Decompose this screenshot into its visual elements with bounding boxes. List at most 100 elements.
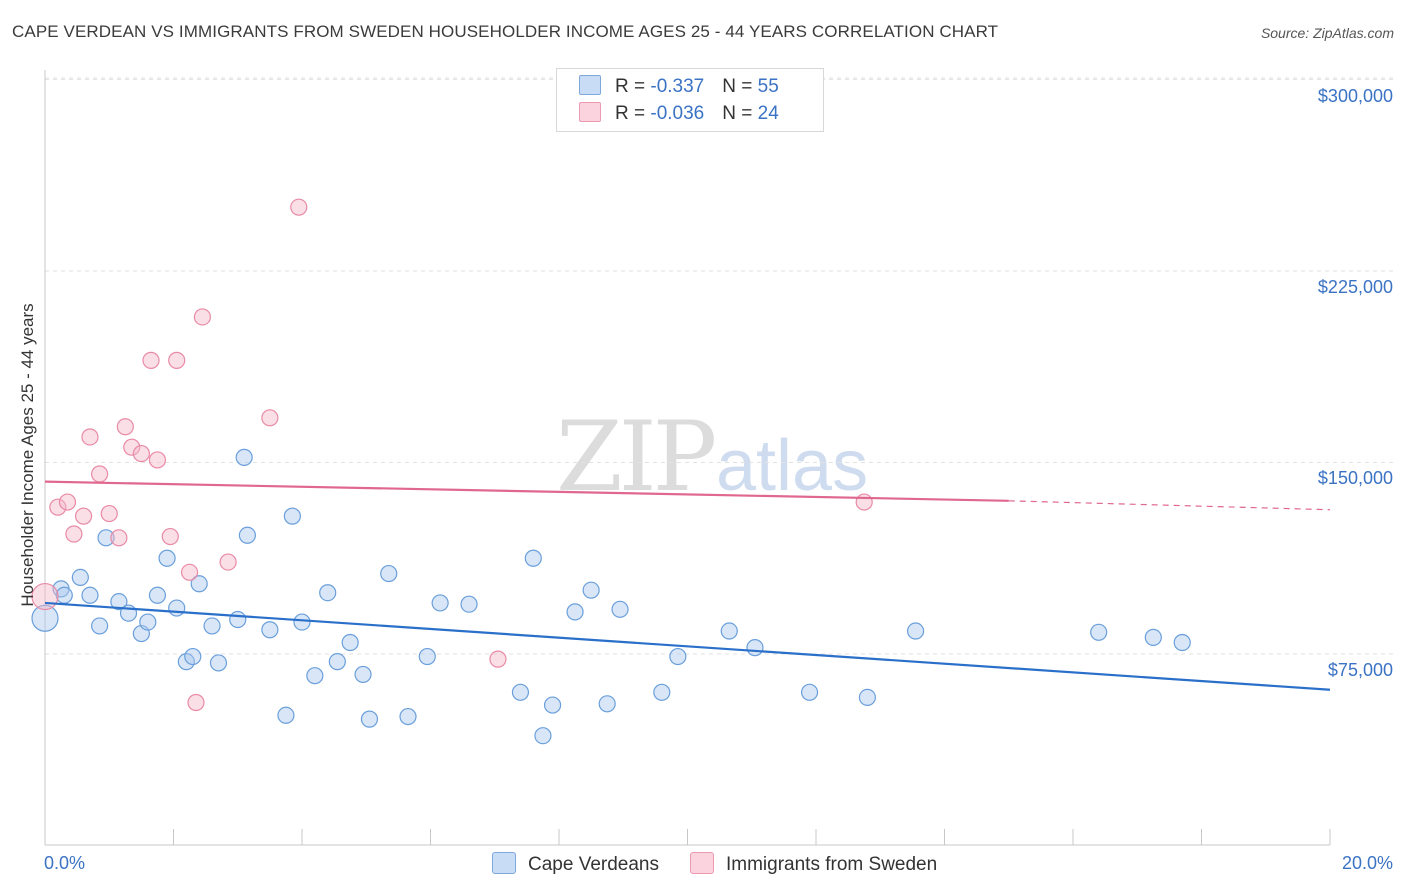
y-tick-label-300000: $300,000 <box>1317 86 1393 106</box>
data-point-cape-verdean <box>653 683 671 701</box>
x-tick-label-min: 0.0% <box>44 853 86 873</box>
data-point-sweden <box>110 529 128 547</box>
data-point-cape-verdean <box>31 604 59 632</box>
data-point-cape-verdean <box>720 622 738 640</box>
legend-swatch-pink <box>579 102 601 122</box>
series-swatch-blue <box>492 852 516 874</box>
data-point-cape-verdean <box>319 584 337 602</box>
data-point-sweden <box>180 563 199 581</box>
series-legend-label: Cape Verdeans <box>528 854 659 875</box>
data-point-cape-verdean <box>158 549 176 567</box>
data-point-sweden <box>168 351 186 369</box>
legend-n-label: N = <box>722 76 758 97</box>
data-point-sweden <box>219 553 237 571</box>
data-point-cape-verdean <box>511 683 530 701</box>
data-point-cape-verdean <box>1173 633 1191 652</box>
data-point-cape-verdean <box>238 526 256 544</box>
trend-line-extension-immigrants-from-sweden <box>1008 500 1331 511</box>
watermark-zip: ZIP <box>556 401 715 513</box>
data-point-cape-verdean <box>203 617 221 635</box>
data-point-sweden <box>489 650 507 668</box>
source-label: Source: ZipAtlas.com <box>1260 25 1394 41</box>
data-point-cape-verdean <box>235 448 253 466</box>
data-point-cape-verdean <box>139 613 157 631</box>
data-point-cape-verdean <box>55 586 73 604</box>
legend-r-label: R = <box>615 76 651 97</box>
data-point-sweden <box>81 428 99 446</box>
legend-r-value: -0.036 <box>650 103 705 124</box>
legend-row-immigrants-from-sweden: R = -0.036 N = 24 <box>579 102 779 128</box>
data-point-sweden <box>132 444 150 463</box>
data-point-cape-verdean <box>277 706 295 724</box>
watermark-atlas: atlas <box>716 426 868 506</box>
series-legend: Cape Verdeans Immigrants from Sweden <box>0 852 1406 878</box>
data-point-cape-verdean <box>209 654 228 672</box>
data-point-cape-verdean <box>168 599 186 617</box>
data-point-cape-verdean <box>328 653 346 671</box>
data-point-cape-verdean <box>582 581 600 599</box>
legend-swatch-blue <box>579 75 601 95</box>
data-point-cape-verdean <box>906 622 925 640</box>
data-point-sweden <box>74 507 93 525</box>
data-point-cape-verdean <box>341 633 359 652</box>
data-point-cape-verdean <box>97 529 115 547</box>
x-tick-label-max: 20.0% <box>1341 853 1393 873</box>
data-point-cape-verdean <box>418 647 436 666</box>
data-point-cape-verdean <box>611 600 629 618</box>
y-tick-label-225000: $225,000 <box>1317 277 1393 297</box>
data-point-cape-verdean <box>91 617 109 635</box>
data-point-sweden <box>193 308 212 326</box>
data-point-sweden <box>148 451 167 469</box>
data-point-sweden <box>58 493 77 511</box>
series-legend-label: Immigrants from Sweden <box>726 854 938 875</box>
y-axis-label: Householder Income Ages 25 - 44 years <box>18 303 37 607</box>
data-point-sweden <box>290 198 308 216</box>
series-swatch-pink <box>690 852 714 874</box>
series-legend-cape-verdeans: Cape Verdeans <box>492 852 659 876</box>
chart-title: CAPE VERDEAN VS IMMIGRANTS FROM SWEDEN H… <box>12 22 999 41</box>
data-point-sweden <box>142 351 160 369</box>
data-point-cape-verdean <box>1144 628 1162 647</box>
data-point-cape-verdean <box>71 568 89 587</box>
data-point-cape-verdean <box>261 621 279 639</box>
legend-n-label: N = <box>722 103 758 124</box>
y-tick-label-75000: $75,000 <box>1327 660 1393 680</box>
data-point-cape-verdean <box>229 610 247 629</box>
data-point-cape-verdean <box>1090 623 1108 641</box>
data-point-cape-verdean <box>858 688 877 707</box>
data-point-cape-verdean <box>669 647 687 666</box>
legend-r-value: -0.337 <box>650 76 705 97</box>
data-point-cape-verdean <box>431 594 449 612</box>
data-point-sweden <box>161 527 179 546</box>
data-point-sweden <box>100 504 118 523</box>
legend-r-label: R = <box>615 103 651 124</box>
data-point-cape-verdean <box>81 586 99 604</box>
data-point-cape-verdean <box>460 595 478 613</box>
data-point-cape-verdean <box>380 564 398 583</box>
data-point-sweden <box>65 525 83 543</box>
data-point-cape-verdean <box>306 667 324 685</box>
data-point-cape-verdean <box>354 665 372 684</box>
data-point-cape-verdean <box>148 586 167 604</box>
correlation-legend: R = -0.337 N = 55 R = -0.036 N = 24 <box>556 68 824 132</box>
data-point-cape-verdean <box>399 707 417 726</box>
data-point-cape-verdean <box>543 696 562 714</box>
data-point-cape-verdean <box>184 647 202 666</box>
data-point-cape-verdean <box>360 710 379 728</box>
data-point-cape-verdean <box>524 549 542 567</box>
data-point-cape-verdean <box>293 613 311 631</box>
legend-n-value: 24 <box>757 103 779 124</box>
legend-row-cape-verdeans: R = -0.337 N = 55 <box>579 75 779 101</box>
data-point-sweden <box>855 493 873 511</box>
data-point-sweden <box>261 409 279 427</box>
data-point-cape-verdean <box>190 575 208 593</box>
data-point-sweden <box>123 438 141 456</box>
data-point-sweden <box>49 498 67 516</box>
y-tick-label-150000: $150,000 <box>1317 468 1393 488</box>
data-point-sweden <box>116 418 134 436</box>
data-point-cape-verdean <box>800 683 819 701</box>
data-point-cape-verdean <box>598 695 616 713</box>
trend-line-immigrants-from-sweden <box>44 480 1009 502</box>
data-point-cape-verdean <box>746 639 764 657</box>
data-point-cape-verdean <box>110 593 128 611</box>
